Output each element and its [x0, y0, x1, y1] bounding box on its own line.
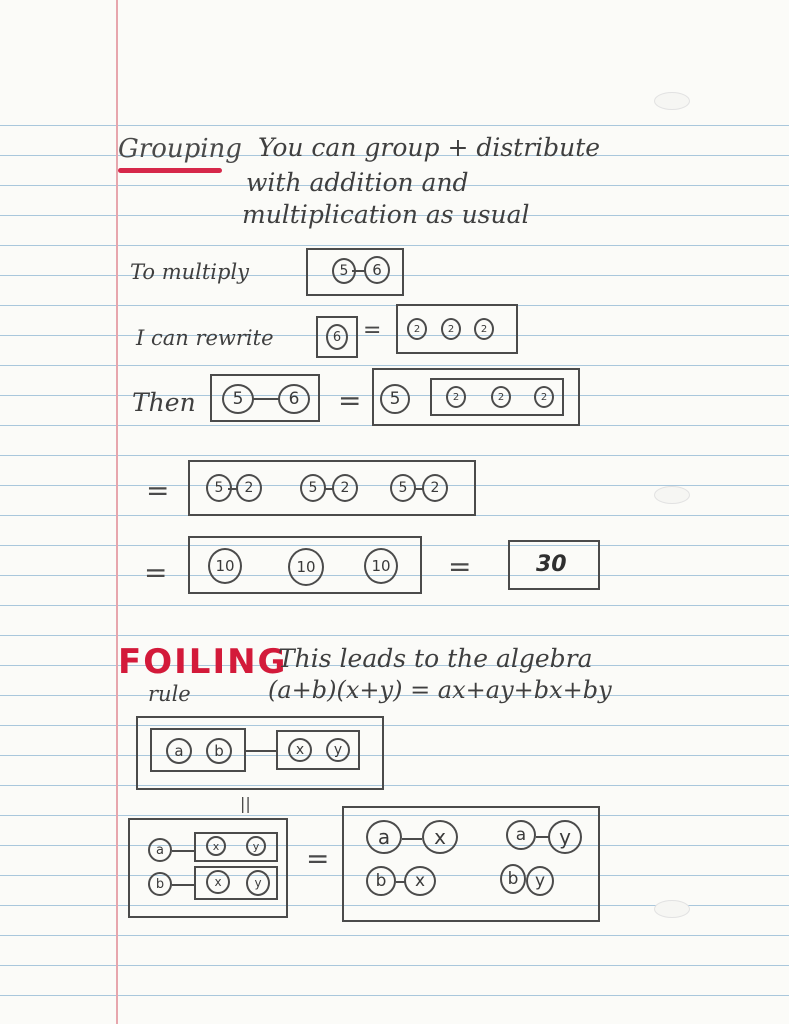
binder-hole — [654, 92, 690, 110]
distribute-box — [372, 368, 580, 426]
expanded-box — [342, 806, 600, 922]
connector-line — [536, 836, 550, 838]
connector-line — [252, 398, 280, 400]
circle-5: 5 — [206, 474, 232, 502]
product-box — [306, 248, 404, 296]
binder-hole — [654, 486, 690, 504]
circle-a: a — [366, 820, 402, 854]
circle-x: x — [422, 820, 458, 854]
binder-hole — [654, 900, 690, 918]
circle-x: x — [404, 866, 436, 896]
binomial-x-y — [276, 730, 360, 770]
equals-sign: = — [306, 842, 330, 875]
circle-5: 5 — [300, 474, 326, 502]
circle-2: 2 — [491, 386, 511, 408]
circle-y: y — [326, 738, 350, 762]
grouping-line-2: with addition and — [246, 168, 469, 197]
circle-2: 2 — [474, 318, 494, 340]
grouping-heading: Grouping — [118, 134, 242, 164]
connector-line — [172, 850, 194, 852]
circle-6: 6 — [278, 384, 310, 414]
circle-2: 2 — [407, 318, 427, 340]
circle-y: y — [246, 870, 270, 896]
circle-b: b — [366, 866, 396, 896]
result-value: 30 — [536, 552, 567, 577]
circle-10: 10 — [288, 548, 324, 586]
heading-underline — [118, 168, 222, 173]
circle-10: 10 — [208, 548, 242, 584]
circle-5: 5 — [222, 384, 254, 414]
circle-2: 2 — [534, 386, 554, 408]
rewrite-label: I can rewrite — [136, 326, 274, 350]
rule-label: rule — [148, 682, 191, 706]
circle-2: 2 — [236, 474, 262, 502]
connector-line — [402, 838, 422, 840]
foil-formula: (a+b)(x+y) = ax+ay+bx+by — [268, 676, 612, 704]
foiling-heading: FOILING — [118, 642, 288, 682]
margin-line — [116, 0, 118, 1024]
binomial-x-y — [194, 832, 278, 862]
connector-line — [172, 884, 194, 886]
twos-box — [430, 378, 564, 416]
binomial-product-box — [136, 716, 384, 790]
to-multiply-label: To multiply — [130, 260, 250, 284]
circle-x: x — [206, 870, 230, 894]
circle-x: x — [288, 738, 312, 762]
product-box — [210, 374, 320, 422]
circle-2: 2 — [441, 318, 461, 340]
twos-box — [396, 304, 518, 354]
circle-a: a — [166, 738, 192, 764]
circle-b: b — [500, 864, 526, 894]
equals-sign: = — [146, 474, 170, 507]
equals-vertical: || — [240, 794, 251, 813]
six-box — [316, 316, 358, 358]
circle-x: x — [206, 836, 226, 856]
pairs-box — [188, 460, 476, 516]
binomial-a-b — [150, 728, 246, 772]
circle-y: y — [526, 866, 554, 896]
equals-sign: = — [144, 556, 168, 589]
circle-a: a — [148, 838, 172, 862]
circle-2: 2 — [332, 474, 358, 502]
circle-2: 2 — [446, 386, 466, 408]
circle-y: y — [246, 836, 266, 856]
then-label: Then — [132, 388, 196, 417]
circle-6: 6 — [364, 256, 390, 284]
equals-sign: = — [448, 550, 472, 583]
circle-a: a — [506, 820, 536, 850]
circle-y: y — [548, 820, 582, 854]
circle-b: b — [206, 738, 232, 764]
equals-sign: = — [363, 318, 382, 343]
grouping-line-1: You can group + distribute — [258, 133, 601, 162]
connector-line — [324, 488, 334, 490]
result-box — [508, 540, 600, 590]
distributed-box — [128, 818, 288, 918]
connector-line — [396, 881, 406, 883]
connector-line — [228, 488, 238, 490]
binomial-x-y — [194, 866, 278, 900]
circle-5: 5 — [390, 474, 416, 502]
grouping-line-3: multiplication as usual — [242, 200, 530, 229]
circle-2: 2 — [422, 474, 448, 502]
foiling-line-1: This leads to the algebra — [278, 644, 593, 673]
tens-box — [188, 536, 422, 594]
circle-b: b — [148, 872, 172, 896]
connector-line — [414, 488, 424, 490]
circle-5: 5 — [332, 258, 356, 284]
connector-line — [352, 270, 366, 272]
circle-5: 5 — [380, 384, 410, 414]
connector-line — [246, 750, 276, 752]
circle-6: 6 — [326, 324, 348, 350]
circle-10: 10 — [364, 548, 398, 584]
equals-sign: = — [338, 384, 362, 417]
